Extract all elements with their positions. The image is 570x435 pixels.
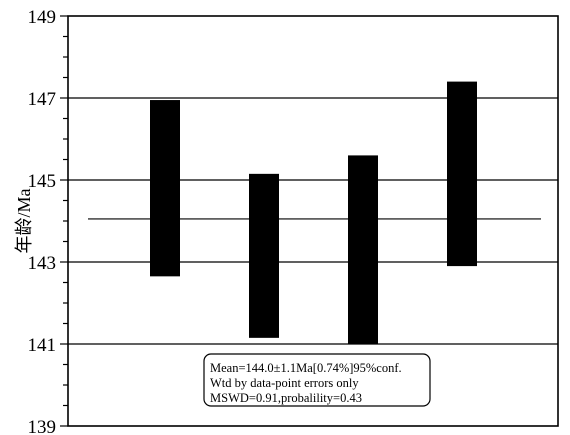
age-bar xyxy=(348,155,378,344)
age-bar xyxy=(447,81,477,267)
age-bar xyxy=(249,173,279,338)
annotation-line: MSWD=0.91,probalility=0.43 xyxy=(210,391,362,405)
plot-frame xyxy=(67,15,559,427)
y-axis-ticks: 139 141 143 145 147 149 xyxy=(28,7,68,435)
y-axis-label-group: 年龄/Ma xyxy=(14,188,34,253)
y-tick-label: 149 xyxy=(28,7,57,28)
annotation-line: Mean=144.0±1.1Ma[0.74%]95%conf. xyxy=(210,361,402,375)
y-tick-label: 139 xyxy=(28,417,57,435)
age-error-bars xyxy=(150,81,477,344)
y-axis-label: 年龄/Ma xyxy=(14,188,34,253)
y-tick-label: 145 xyxy=(28,171,57,192)
annotation-line: Wtd by data-point errors only xyxy=(210,376,359,390)
stats-annotation: Mean=144.0±1.1Ma[0.74%]95%conf.Wtd by da… xyxy=(203,353,431,407)
annotation-box xyxy=(203,353,431,407)
y-tick-label: 141 xyxy=(28,335,57,356)
y-tick-label: 147 xyxy=(28,89,57,110)
age-bar xyxy=(150,100,180,277)
y-tick-label: 143 xyxy=(28,253,57,274)
gridlines xyxy=(68,97,558,345)
